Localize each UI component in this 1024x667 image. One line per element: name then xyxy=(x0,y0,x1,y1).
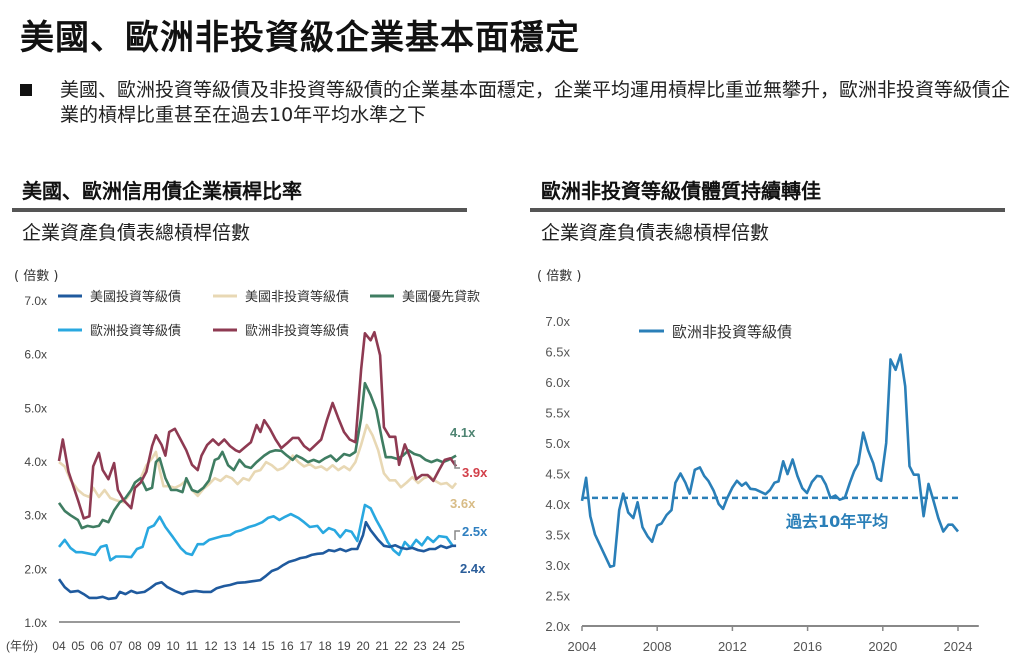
left-x-tick-label: 06 xyxy=(90,639,104,653)
legend-label: 歐洲非投資等級債 xyxy=(245,323,349,339)
right-y-tick-label: 5.5x xyxy=(545,406,570,421)
left-y-tick-label: 1.0x xyxy=(24,616,47,630)
left-y-tick-label: 4.0x xyxy=(24,455,47,469)
left-chart-subtitle: 企業資產負債表總槓桿倍數 xyxy=(22,222,251,244)
right-title-divider xyxy=(530,208,1005,212)
left-x-tick-label: 05 xyxy=(71,639,85,653)
right-y-tick-label: 7.0x xyxy=(545,314,570,329)
left-x-tick-label: 14 xyxy=(242,639,256,653)
left-legend-item: 美國投資等級債 xyxy=(58,289,181,305)
left-y-tick-label: 3.0x xyxy=(24,509,47,523)
left-title-divider xyxy=(12,208,467,212)
right-y-tick-label: 6.5x xyxy=(545,345,570,360)
right-y-tick-label: 3.5x xyxy=(545,528,570,543)
left-series-line xyxy=(57,520,457,601)
right-x-tick-label: 2016 xyxy=(793,639,822,654)
left-x-tick-label: 11 xyxy=(186,639,199,653)
right-x-tick-label: 2012 xyxy=(718,639,747,654)
left-legend-item: 美國優先貸款 xyxy=(370,289,480,305)
legend-label: 美國優先貸款 xyxy=(402,289,480,305)
left-x-tick-label: 16 xyxy=(280,639,294,653)
right-y-tick-label: 3.0x xyxy=(545,558,570,573)
left-legend-item: 歐洲投資等級債 xyxy=(58,323,181,339)
right-y-tick-label: 4.0x xyxy=(545,497,570,512)
left-x-tick-label: 22 xyxy=(394,639,408,653)
left-series-line xyxy=(57,381,457,530)
end-label-bracket xyxy=(454,530,460,540)
legend-label: 歐洲投資等級債 xyxy=(90,323,181,339)
right-legend-item: 歐洲非投資等級債 xyxy=(639,323,792,341)
left-legend-item: 美國非投資等級債 xyxy=(213,289,349,305)
left-x-tick-label: 09 xyxy=(147,639,161,653)
right-chart-title: 歐洲非投資等級債體質持續轉佳 xyxy=(541,179,821,203)
left-y-tick-label: 6.0x xyxy=(24,348,47,362)
left-y-tick-label: 7.0x xyxy=(24,294,47,308)
left-x-tick-label: 08 xyxy=(128,639,142,653)
right-x-tick-label: 2024 xyxy=(944,639,973,654)
left-x-tick-label: 21 xyxy=(375,639,389,653)
left-end-value-label: 2.5x xyxy=(462,524,488,539)
summary-text: 美國、歐洲投資等級債及非投資等級債的企業基本面穩定，企業平均運用槓桿比重並無攀升… xyxy=(60,79,1011,126)
left-chart-title: 美國、歐洲信用債企業槓桿比率 xyxy=(22,179,302,203)
right-chart-subtitle: 企業資產負債表總槓桿倍數 xyxy=(541,222,770,244)
legend-label: 美國投資等級債 xyxy=(90,289,181,305)
left-end-value-label: 3.6x xyxy=(450,496,476,511)
right-y-tick-label: 2.5x xyxy=(545,589,570,604)
left-end-value-label: 4.1x xyxy=(450,425,476,440)
left-y-tick-label: 5.0x xyxy=(24,401,47,415)
right-unit-label: ( 倍數 ) xyxy=(537,269,582,284)
right-x-tick-label: 2004 xyxy=(568,639,597,654)
left-y-tick-label: 2.0x xyxy=(24,562,47,576)
right-series-line xyxy=(580,353,960,569)
right-y-tick-label: 2.0x xyxy=(545,619,570,634)
left-x-tick-label: 23 xyxy=(413,639,427,653)
left-series-line xyxy=(57,330,458,520)
left-x-tick-label: 04 xyxy=(52,639,66,653)
right-x-tick-label: 2020 xyxy=(868,639,897,654)
page-title: 美國、歐洲非投資級企業基本面穩定 xyxy=(20,18,580,58)
left-x-tick-label: 18 xyxy=(318,639,332,653)
left-x-tick-label: 10 xyxy=(166,639,180,653)
right-y-tick-label: 6.0x xyxy=(545,375,570,390)
left-x-tick-label: 24 xyxy=(432,639,446,653)
legend-label: 歐洲非投資等級債 xyxy=(672,323,792,341)
left-x-tick-label: 13 xyxy=(223,639,237,653)
left-end-value-label: 2.4x xyxy=(460,561,486,576)
left-x-tick-label: 12 xyxy=(204,639,218,653)
ten-year-average-label: 過去10年平均 xyxy=(785,512,888,531)
left-x-unit-label: (年份) xyxy=(6,639,38,653)
left-x-tick-label: 07 xyxy=(109,639,123,653)
legend-label: 美國非投資等級債 xyxy=(245,289,349,305)
right-y-tick-label: 5.0x xyxy=(545,436,570,451)
left-x-tick-label: 19 xyxy=(337,639,351,653)
left-end-value-label: 3.9x xyxy=(462,465,488,480)
left-unit-label: ( 倍數 ) xyxy=(14,269,59,284)
right-x-tick-label: 2008 xyxy=(643,639,672,654)
left-legend-item: 歐洲非投資等級債 xyxy=(213,323,349,339)
left-x-tick-label: 20 xyxy=(356,639,370,653)
end-label-bracket xyxy=(454,460,460,469)
right-y-tick-label: 4.5x xyxy=(545,467,570,482)
left-x-tick-label: 25 xyxy=(451,639,465,653)
left-series-line xyxy=(57,503,454,562)
left-x-tick-label: 15 xyxy=(261,639,275,653)
bullet-square-icon xyxy=(20,84,32,96)
left-x-tick-label: 17 xyxy=(299,639,313,653)
